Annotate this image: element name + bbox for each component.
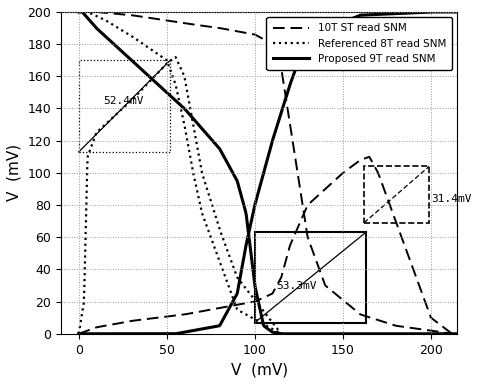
Bar bbox=[255, 232, 366, 323]
Y-axis label: V  (mV): V (mV) bbox=[7, 144, 22, 202]
Legend: 10T ST read SNM, Referenced 8T read SNM, Proposed 9T read SNM: 10T ST read SNM, Referenced 8T read SNM,… bbox=[266, 17, 452, 70]
Text: 53.3mV: 53.3mV bbox=[276, 281, 316, 291]
Text: 31.4mV: 31.4mV bbox=[431, 194, 471, 204]
Bar bbox=[79, 60, 170, 152]
Bar bbox=[364, 166, 429, 223]
X-axis label: V  (mV): V (mV) bbox=[231, 362, 288, 377]
Text: 52.4mV: 52.4mV bbox=[103, 96, 144, 106]
